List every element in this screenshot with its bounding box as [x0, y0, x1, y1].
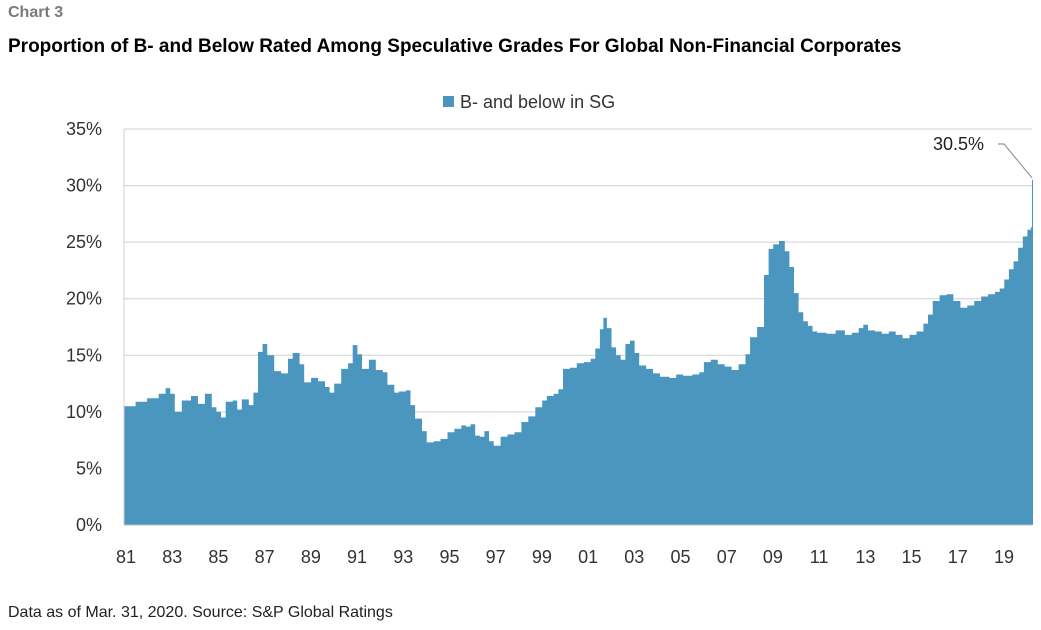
- y-axis: 0% 5% 10% 15% 20% 25% 30% 35%: [66, 119, 125, 535]
- x-tick-label: 99: [532, 547, 552, 567]
- x-tick-label: 09: [763, 547, 783, 567]
- series-area-b-and-below: [124, 179, 1033, 525]
- x-tick-label: 89: [301, 547, 321, 567]
- x-tick-label: 93: [393, 547, 413, 567]
- x-tick-label: 91: [347, 547, 367, 567]
- chart-title: Proportion of B- and Below Rated Among S…: [8, 36, 902, 57]
- y-tick-label: 15%: [66, 345, 102, 365]
- x-tick-label: 15: [902, 547, 922, 567]
- x-tick-label: 19: [994, 547, 1014, 567]
- y-tick-label: 35%: [66, 119, 102, 139]
- annotations: 30.5%: [933, 134, 1033, 179]
- y-tick-label: 20%: [66, 289, 102, 309]
- x-tick-label: 95: [439, 547, 459, 567]
- x-axis: 81 83 85 87 89 91 93 95 97 99 01 03 05 07 09 11 13 15 17 19: [116, 524, 1032, 567]
- x-tick-label: 01: [578, 547, 598, 567]
- x-tick-label: 13: [855, 547, 875, 567]
- y-tick-label: 5%: [76, 458, 102, 478]
- source-note: Data as of Mar. 31, 2020. Source: S&P Gl…: [8, 604, 393, 621]
- x-tick-label: 85: [208, 547, 228, 567]
- x-tick-label: 81: [116, 547, 136, 567]
- chart-number: Chart 3: [8, 4, 64, 21]
- x-tick-label: 87: [255, 547, 275, 567]
- series-area-group: [124, 179, 1033, 525]
- area-chart: 0% 5% 10% 15% 20% 25% 30% 35% 81 83 85 87 89 91 93 95 9…: [66, 92, 1033, 567]
- x-tick-label: 03: [624, 547, 644, 567]
- y-tick-label: 0%: [76, 515, 102, 535]
- legend-label: B- and below in SG: [460, 92, 615, 112]
- y-tick-label: 10%: [66, 402, 102, 422]
- annotation-leader-line: [998, 143, 1033, 179]
- x-tick-label: 17: [948, 547, 968, 567]
- x-tick-label: 83: [162, 547, 182, 567]
- y-tick-label: 30%: [66, 176, 102, 196]
- x-tick-label: 97: [486, 547, 506, 567]
- x-tick-label: 11: [810, 547, 829, 567]
- annotation-label: 30.5%: [933, 134, 984, 154]
- x-tick-label: 05: [670, 547, 690, 567]
- x-tick-label: 07: [717, 547, 737, 567]
- legend-swatch: [443, 96, 454, 107]
- legend: B- and below in SG: [443, 92, 615, 112]
- y-tick-label: 25%: [66, 232, 102, 252]
